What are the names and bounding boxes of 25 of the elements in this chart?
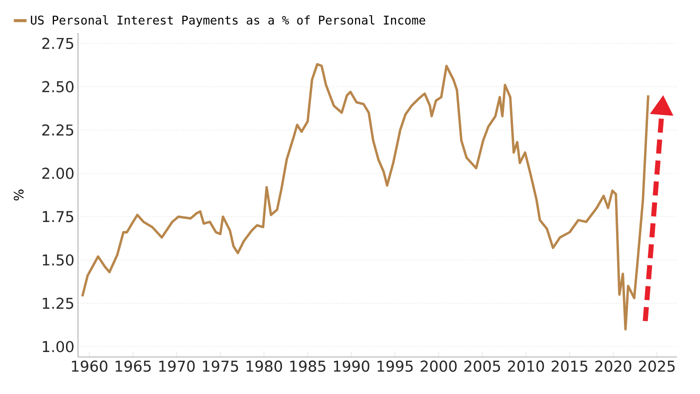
y-tick-label: 2.50 [42,81,74,92]
x-tick-label: 2010 [508,360,544,372]
x-tick-label: 1960 [72,360,108,372]
x-tick-label: 2020 [595,360,632,372]
x-tick-label: 1985 [290,360,326,372]
line-series [81,62,650,330]
x-tick-label: 2005 [464,360,500,372]
y-tick-label: 2.25 [42,124,74,136]
y-axis-title: % [14,190,24,200]
x-tick-label: 2000 [420,360,457,372]
legend-label: US Personal Interest Payments as a % of Personal Income [30,15,426,27]
x-tick-label: 1980 [246,360,282,372]
x-tick-label: 1995 [378,360,413,372]
x-tick-label: 1975 [202,360,238,372]
y-tick-label: 1.25 [42,298,74,309]
y-tick-label: 1.75 [42,211,74,222]
x-tick-label: 1970 [159,360,195,372]
x-tick-label: 2015 [552,360,588,372]
y-tick-label: 1.00 [42,340,74,352]
y-tick-label: 1.50 [42,254,74,266]
y-tick-label: 2.00 [42,168,74,179]
x-tick-label: 1990 [334,360,370,372]
x-tick-label: 1965 [116,360,151,372]
y-tick-label: 2.75 [42,38,74,50]
x-tick-label: 2025 [639,360,675,372]
